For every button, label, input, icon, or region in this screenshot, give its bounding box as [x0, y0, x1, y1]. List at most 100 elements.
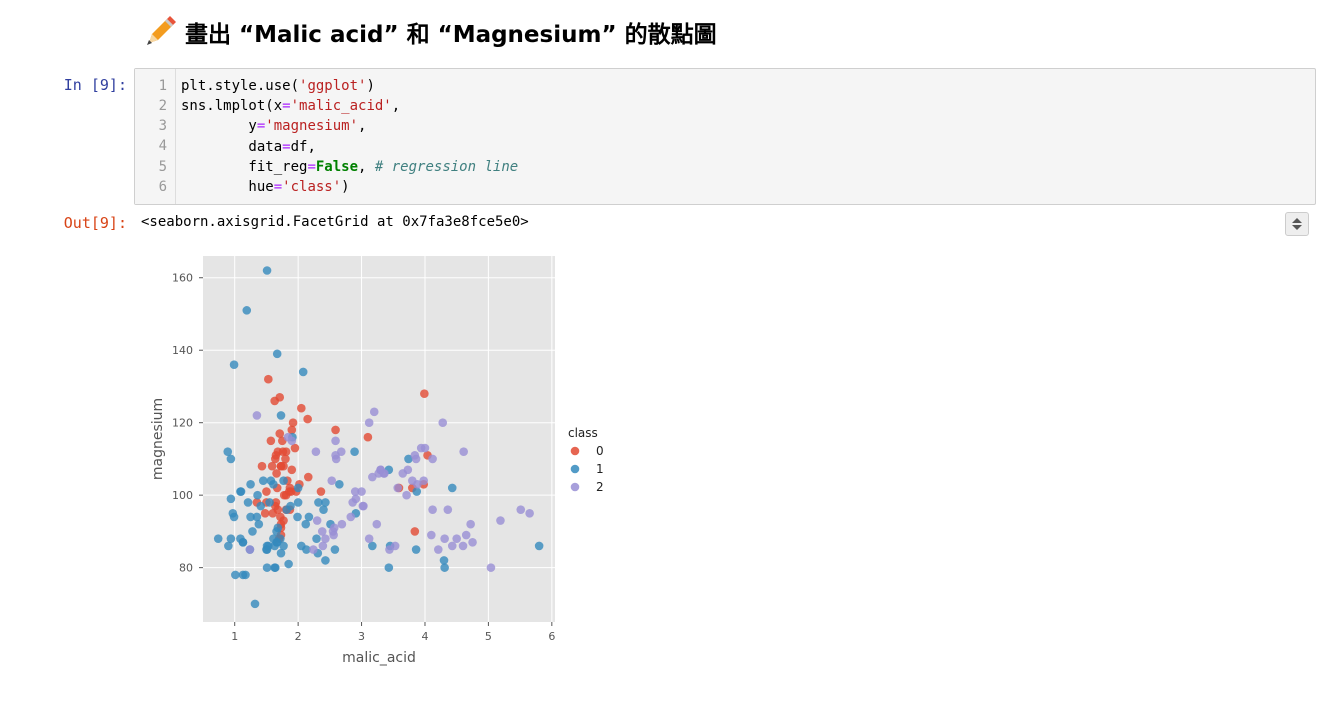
scatter-point	[403, 465, 413, 475]
line-number: 1	[158, 78, 167, 94]
scatter-point	[254, 519, 264, 529]
code-token: ,	[358, 158, 375, 175]
scatter-point	[443, 505, 453, 514]
scatter-point	[256, 501, 266, 511]
code-token: )	[366, 78, 375, 94]
scatter-point	[402, 490, 411, 500]
code-editor[interactable]: plt.style.use('ggplot') sns.lmplot(x='ma…	[181, 76, 518, 197]
legend-marker	[570, 482, 580, 492]
scatter-point	[270, 396, 279, 406]
scatter-point	[282, 505, 292, 514]
scatter-point	[293, 483, 303, 493]
plot-ticks: 1 2 3 4 5 6 80 100 120 140 160	[172, 272, 555, 643]
scatter-point	[419, 476, 429, 485]
scatter-point	[314, 498, 323, 507]
scatter-point	[331, 425, 340, 435]
legend: class 0 1 2	[568, 426, 604, 494]
scatter-point	[288, 418, 298, 427]
scatter-point	[534, 541, 544, 551]
up-down-arrows-icon	[1292, 218, 1302, 230]
scatter-point	[271, 451, 281, 460]
scatter-point	[311, 447, 321, 456]
scatter-point	[357, 487, 366, 496]
scatter-point	[298, 367, 308, 377]
scatter-point	[411, 545, 421, 554]
scatter-point	[264, 374, 273, 384]
scatter-point	[416, 443, 426, 453]
scatter-point	[226, 494, 236, 504]
scatter-point	[290, 443, 300, 453]
scatter-point	[318, 541, 328, 551]
y-axis-label: magnesium	[150, 398, 166, 480]
scatter-point	[369, 407, 379, 417]
scatter-point	[317, 527, 327, 536]
scatter-point	[262, 487, 271, 496]
scatter-point	[270, 563, 279, 572]
scatter-point	[293, 512, 302, 522]
scatter-point	[229, 512, 239, 522]
scatter-point	[264, 541, 273, 551]
scatter-point	[350, 447, 359, 456]
scatter-point	[372, 519, 382, 529]
scatter-point	[276, 411, 286, 420]
scatter-point	[279, 476, 288, 485]
scatter-point	[312, 516, 322, 525]
y-tick-label: 100	[172, 489, 193, 502]
x-tick-label: 1	[231, 630, 238, 643]
scatter-point	[275, 429, 285, 438]
scatter-point	[393, 483, 403, 493]
scatter-point	[269, 534, 278, 543]
code-string: 'malic_acid'	[290, 98, 392, 115]
scatter-point	[368, 541, 377, 551]
scatter-point	[226, 534, 236, 543]
scatter-point	[273, 505, 283, 514]
y-tick-label: 140	[172, 344, 193, 357]
scatter-point	[364, 418, 374, 427]
scatter-point	[262, 266, 272, 275]
scatter-point	[404, 454, 413, 464]
scatter-point	[496, 516, 505, 525]
scatter-point	[238, 537, 248, 547]
scatter-point	[486, 563, 496, 572]
scatter-point	[327, 476, 337, 485]
scatter-point	[213, 534, 223, 543]
scatter-point	[273, 523, 283, 533]
scatter-point	[258, 476, 268, 485]
code-token: hue	[181, 179, 274, 196]
scatter-point	[346, 512, 356, 522]
scatter-point	[439, 556, 449, 565]
scatter-point	[297, 403, 306, 413]
scatter-point	[304, 512, 314, 522]
scatter-point	[438, 418, 448, 427]
code-operator: =	[282, 98, 291, 115]
output-scroll-toggle-button[interactable]	[1285, 212, 1309, 236]
code-token: sns.lmplot(x	[181, 98, 283, 115]
scatter-point	[412, 487, 422, 496]
scatter-point	[252, 411, 262, 420]
scatter-point	[276, 461, 286, 471]
scatter-point	[368, 472, 377, 482]
scatter-point	[321, 534, 330, 543]
scatter-point	[407, 476, 417, 485]
scatter-point	[242, 306, 252, 315]
scatter-point	[246, 512, 255, 522]
scatter-point	[252, 512, 262, 522]
scatter-point	[309, 545, 318, 554]
scatter-point	[262, 563, 272, 572]
scatter-point	[265, 498, 274, 507]
scatter-point	[468, 537, 477, 547]
scatter-point	[238, 570, 248, 580]
scatter-point	[287, 425, 297, 435]
code-string: 'magnesium'	[265, 118, 359, 135]
code-token: plt.style.use(	[181, 78, 300, 94]
scatter-point	[516, 505, 526, 514]
code-cell-input[interactable]: 1 2 3 4 5 6 plt.style.use('ggplot') sns.…	[134, 68, 1316, 205]
scatter-point	[293, 498, 303, 507]
scatter-point	[271, 498, 281, 507]
legend-marker	[570, 464, 580, 474]
scatter-point	[276, 548, 286, 558]
scatter-point	[428, 505, 437, 514]
scatter-point	[266, 436, 276, 446]
scatter-point	[458, 541, 468, 551]
